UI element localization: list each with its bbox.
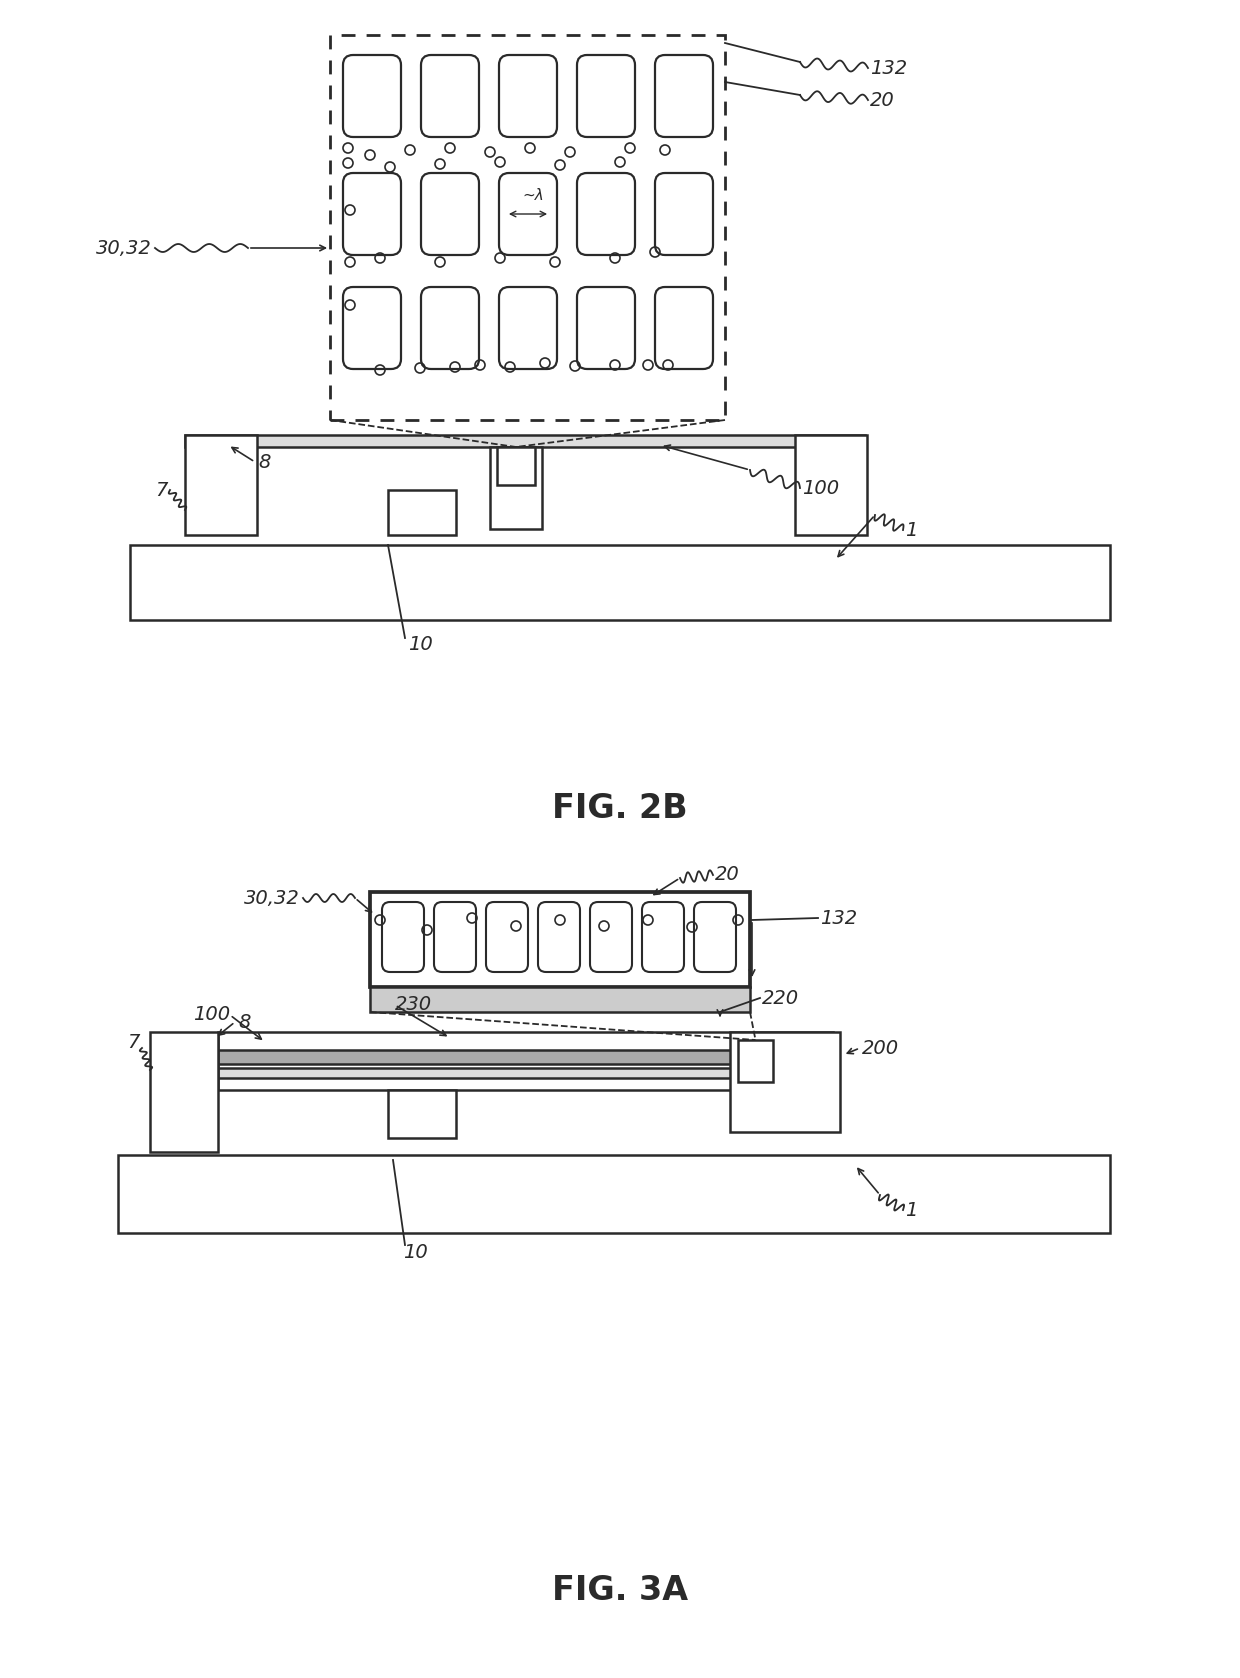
Text: FIG. 3A: FIG. 3A (552, 1574, 688, 1606)
FancyBboxPatch shape (343, 55, 401, 138)
FancyBboxPatch shape (577, 173, 635, 255)
Bar (218, 1067, 833, 1077)
Text: 100: 100 (193, 1005, 229, 1025)
FancyBboxPatch shape (422, 55, 479, 138)
Bar (388, 490, 456, 535)
FancyBboxPatch shape (434, 903, 476, 972)
Text: 100: 100 (802, 478, 839, 497)
Text: 230: 230 (396, 995, 432, 1015)
Bar (388, 1091, 456, 1138)
Text: 30,32: 30,32 (97, 238, 153, 257)
Text: 30,32: 30,32 (244, 888, 300, 908)
Text: FIG. 2B: FIG. 2B (552, 792, 688, 824)
Bar (185, 435, 866, 446)
Bar (130, 545, 1110, 619)
Bar (370, 987, 750, 1012)
FancyBboxPatch shape (694, 903, 737, 972)
FancyBboxPatch shape (498, 173, 557, 255)
FancyBboxPatch shape (590, 903, 632, 972)
Text: 7: 7 (128, 1032, 140, 1052)
FancyBboxPatch shape (655, 287, 713, 369)
FancyBboxPatch shape (538, 903, 580, 972)
FancyBboxPatch shape (422, 287, 479, 369)
Text: 20: 20 (715, 866, 740, 884)
Bar (218, 1032, 833, 1091)
Bar (218, 1050, 833, 1064)
Bar (490, 446, 542, 529)
FancyBboxPatch shape (343, 287, 401, 369)
Text: 10: 10 (403, 1242, 428, 1262)
FancyBboxPatch shape (343, 173, 401, 255)
Bar (185, 435, 257, 535)
Text: 1: 1 (905, 1200, 918, 1220)
FancyBboxPatch shape (642, 903, 684, 972)
FancyBboxPatch shape (422, 173, 479, 255)
Bar (118, 1154, 1110, 1233)
Text: ~λ: ~λ (522, 188, 544, 203)
FancyBboxPatch shape (498, 55, 557, 138)
Bar (150, 1032, 218, 1153)
Text: 1: 1 (905, 520, 918, 540)
Text: 220: 220 (763, 988, 799, 1007)
FancyBboxPatch shape (577, 55, 635, 138)
Text: 10: 10 (408, 636, 433, 654)
Text: 20: 20 (870, 91, 895, 109)
Bar (370, 893, 750, 987)
Bar (738, 1040, 773, 1082)
FancyBboxPatch shape (382, 903, 424, 972)
Bar (497, 446, 534, 485)
FancyBboxPatch shape (655, 55, 713, 138)
Text: 132: 132 (870, 59, 908, 77)
FancyBboxPatch shape (577, 287, 635, 369)
FancyBboxPatch shape (486, 903, 528, 972)
Bar (795, 435, 867, 535)
Text: 8: 8 (238, 1012, 250, 1032)
FancyBboxPatch shape (655, 173, 713, 255)
Text: 132: 132 (820, 908, 857, 928)
Text: 7: 7 (156, 480, 167, 500)
Text: 200: 200 (862, 1039, 899, 1057)
Bar (330, 35, 725, 420)
Text: 8: 8 (258, 453, 270, 472)
FancyBboxPatch shape (498, 287, 557, 369)
Bar (730, 1032, 839, 1133)
